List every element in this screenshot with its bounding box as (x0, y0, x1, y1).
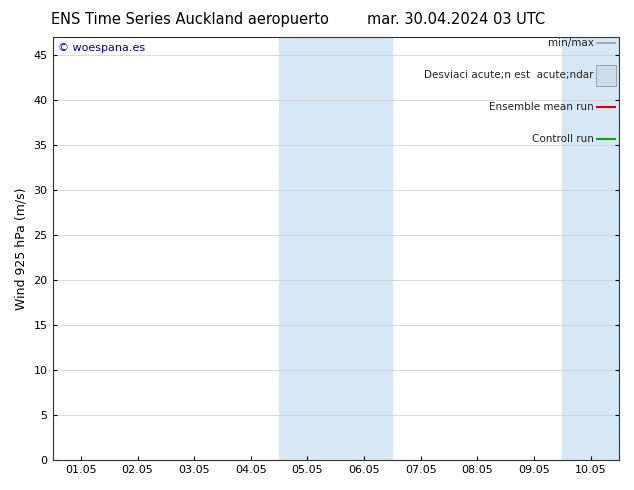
Text: ENS Time Series Auckland aeropuerto: ENS Time Series Auckland aeropuerto (51, 12, 329, 27)
Text: Ensemble mean run: Ensemble mean run (489, 102, 593, 112)
Bar (279, 37, 392, 460)
Text: Controll run: Controll run (532, 134, 593, 144)
Text: Desviaci acute;n est  acute;ndar: Desviaci acute;n est acute;ndar (424, 70, 593, 80)
Text: min/max: min/max (548, 38, 593, 49)
Text: mar. 30.04.2024 03 UTC: mar. 30.04.2024 03 UTC (368, 12, 545, 27)
Bar (562, 37, 619, 460)
Text: © woespana.es: © woespana.es (58, 44, 145, 53)
Y-axis label: Wind 925 hPa (m/s): Wind 925 hPa (m/s) (15, 187, 28, 310)
Bar (597, 65, 616, 86)
